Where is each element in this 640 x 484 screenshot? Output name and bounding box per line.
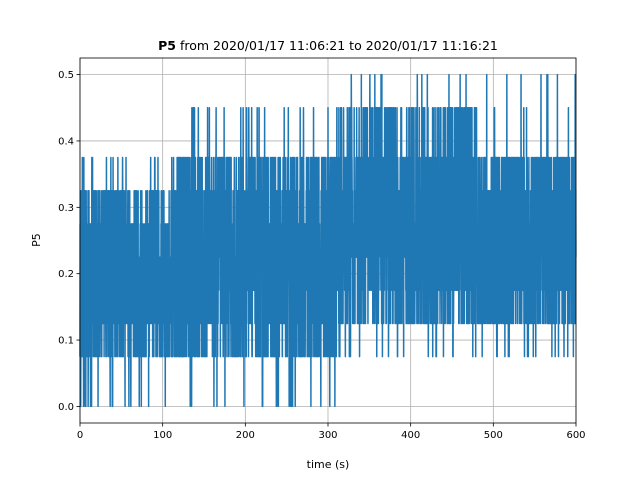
series-line-p5 — [79, 73, 577, 408]
y-tick-label: 0.2 — [58, 269, 74, 280]
series-p5 — [79, 73, 577, 408]
y-tick-label: 0.4 — [58, 136, 74, 147]
chart-title: P5 from 2020/01/17 11:06:21 to 2020/01/1… — [158, 38, 498, 53]
y-axis-ticks: 0.0 0.1 0.2 0.3 0.4 0.5 — [58, 70, 80, 413]
y-tick-label: 0.0 — [58, 402, 74, 413]
y-axis-label: P5 — [30, 233, 43, 247]
x-axis-ticks: 0 100 200 300 400 500 600 — [77, 423, 586, 441]
chart-title-rest: from 2020/01/17 11:06:21 to 2020/01/17 1… — [176, 38, 498, 53]
x-tick-label: 200 — [236, 430, 255, 441]
x-tick-label: 500 — [484, 430, 503, 441]
chart-title-bold: P5 — [158, 38, 176, 53]
x-tick-label: 400 — [401, 430, 420, 441]
y-tick-label: 0.3 — [58, 203, 74, 214]
x-tick-label: 300 — [318, 430, 337, 441]
y-tick-label: 0.5 — [58, 70, 74, 81]
y-tick-label: 0.1 — [58, 336, 74, 347]
x-tick-label: 600 — [566, 430, 585, 441]
x-tick-label: 100 — [153, 430, 172, 441]
x-tick-label: 0 — [77, 430, 83, 441]
x-axis-label: time (s) — [307, 458, 350, 471]
